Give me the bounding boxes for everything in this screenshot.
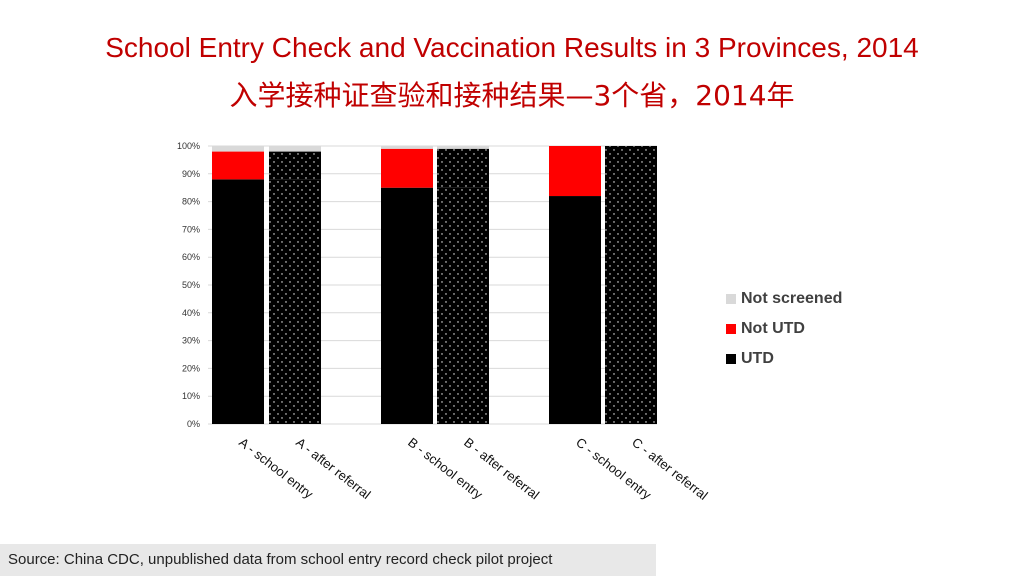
y-tick-label: 90% (182, 169, 200, 179)
source-note: Source: China CDC, unpublished data from… (0, 544, 656, 576)
bar-segment-not-screened (269, 146, 321, 152)
y-tick-label: 100% (177, 141, 200, 151)
bar-segment-not-utd (381, 148, 433, 188)
chart-title-chinese: 入学接种证查验和接种结果—3个省，2014年 (229, 79, 795, 112)
y-tick-label: 80% (182, 197, 200, 207)
bar-segment-utd (269, 179, 321, 424)
bar-segment-utd (437, 187, 489, 424)
legend-label: Not screened (741, 290, 843, 307)
y-tick-label: 0% (187, 419, 200, 429)
legend-swatch-not-screened (726, 294, 736, 304)
bar-segment-not-screened (437, 146, 489, 149)
bar-segment-not-utd (605, 146, 657, 191)
legend-swatch-not-utd (726, 324, 736, 334)
legend-item-utd: UTD (726, 344, 842, 374)
legend-label: Not UTD (741, 320, 805, 337)
y-tick-label: 40% (182, 308, 200, 318)
legend-label: UTD (741, 350, 774, 367)
bar-segment-utd (605, 190, 657, 424)
legend: Not screened Not UTD UTD (726, 284, 842, 374)
y-tick-label: 70% (182, 224, 200, 234)
bar-segment-not-utd (437, 148, 489, 188)
bar-segment-not-screened (212, 146, 264, 152)
y-tick-label: 50% (182, 280, 200, 290)
bars (212, 146, 657, 424)
bar-segment-not-utd (549, 146, 601, 197)
bar-segment-not-utd (269, 151, 321, 180)
legend-item-not-screened: Not screened (726, 284, 842, 314)
y-tick-label: 10% (182, 391, 200, 401)
y-axis: 0% 10% 20% 30% 40% 50% 60% 70% 80% 90% 100% (177, 141, 200, 429)
bar-segment-not-utd (212, 151, 264, 180)
chart-title-english: School Entry Check and Vaccination Resul… (105, 32, 919, 63)
y-tick-label: 30% (182, 336, 200, 346)
stacked-bar-chart: 0% 10% 20% 30% 40% 50% 60% 70% 80% 90% 100% A - sc… (177, 141, 711, 503)
y-tick-label: 60% (182, 252, 200, 262)
bar-segment-not-screened (381, 146, 433, 149)
bar-segment-utd (381, 187, 433, 424)
bar-segment-utd (549, 196, 601, 424)
bar-segment-utd (212, 179, 264, 424)
legend-item-not-utd: Not UTD (726, 314, 842, 344)
legend-swatch-utd (726, 354, 736, 364)
y-tick-label: 20% (182, 363, 200, 373)
